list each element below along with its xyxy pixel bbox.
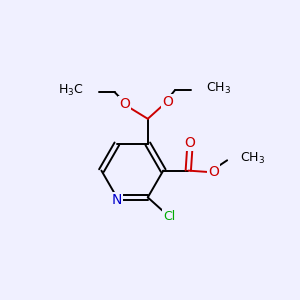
Text: O: O xyxy=(162,95,173,109)
Text: Cl: Cl xyxy=(163,210,175,223)
Text: O: O xyxy=(119,97,130,111)
Text: CH$_3$: CH$_3$ xyxy=(206,81,231,96)
Text: N: N xyxy=(112,193,122,207)
Text: O: O xyxy=(208,165,219,179)
Text: O: O xyxy=(184,136,195,150)
Text: CH$_3$: CH$_3$ xyxy=(240,151,266,166)
Text: H$_3$C: H$_3$C xyxy=(58,83,84,98)
